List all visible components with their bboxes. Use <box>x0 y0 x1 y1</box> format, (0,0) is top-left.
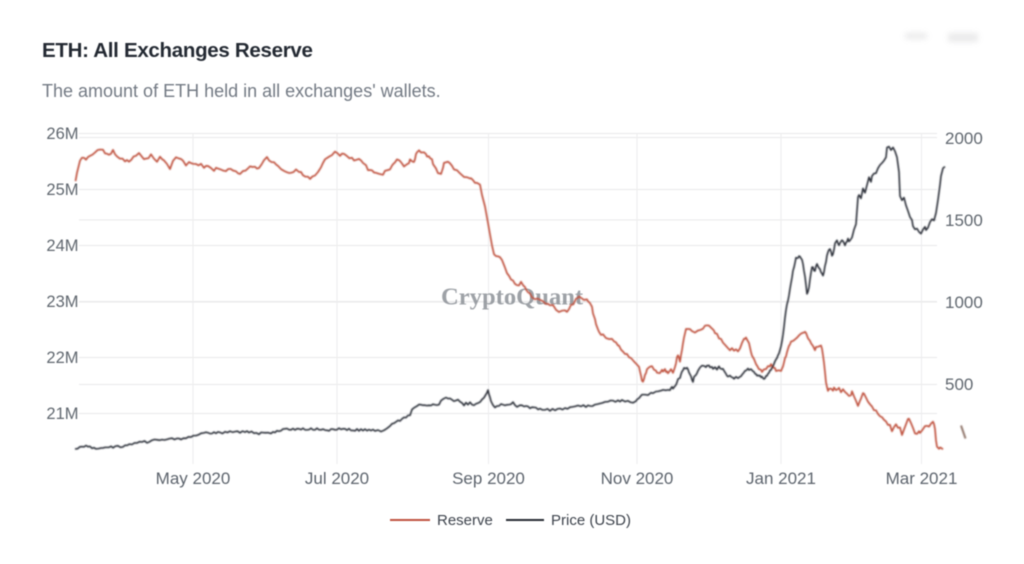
svg-text:1500: 1500 <box>945 211 983 230</box>
svg-text:500: 500 <box>945 375 973 394</box>
svg-text:Price (USD): Price (USD) <box>551 512 631 529</box>
svg-text:Jul 2020: Jul 2020 <box>305 469 369 488</box>
svg-text:1000: 1000 <box>945 293 983 312</box>
svg-text:21M: 21M <box>46 405 78 423</box>
svg-text:2000: 2000 <box>945 129 983 148</box>
svg-text:May 2020: May 2020 <box>156 469 231 488</box>
svg-text:CryptoQuant: CryptoQuant <box>441 284 584 311</box>
svg-text:Reserve: Reserve <box>437 512 493 529</box>
svg-text:Jan 2021: Jan 2021 <box>746 469 816 488</box>
svg-text:25M: 25M <box>46 181 78 199</box>
svg-text:Nov 2020: Nov 2020 <box>601 469 674 488</box>
svg-text:Mar 2021: Mar 2021 <box>886 469 958 488</box>
svg-text:Sep 2020: Sep 2020 <box>452 469 525 488</box>
svg-text:24M: 24M <box>46 237 78 255</box>
svg-text:22M: 22M <box>46 349 78 367</box>
svg-text:23M: 23M <box>46 293 78 311</box>
svg-text:26M: 26M <box>46 125 78 143</box>
